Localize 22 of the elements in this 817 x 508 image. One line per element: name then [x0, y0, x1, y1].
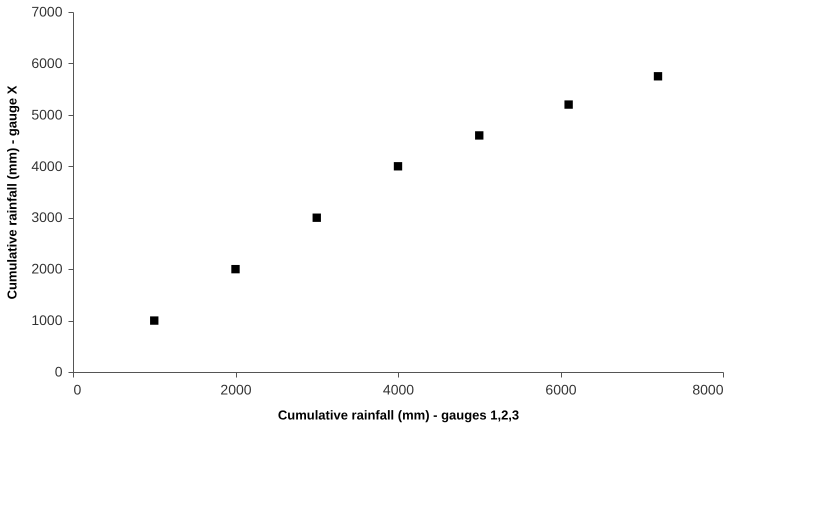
point: [394, 162, 402, 170]
point: [564, 100, 573, 109]
y-axis-title: Cumulative rainfall (mm) - gauge X: [4, 85, 20, 300]
x-axis-title: Cumulative rainfall (mm) - gauges 1,2,3: [278, 408, 520, 422]
y-tick-label: 6000: [31, 54, 63, 71]
x-tick-label: 6000: [545, 382, 577, 398]
y-tick-label: 7000: [31, 4, 63, 20]
y-tick-label: 1000: [31, 312, 63, 328]
y-tick-label: 3000: [31, 209, 63, 226]
y-tick-label: 5000: [31, 106, 63, 122]
point: [475, 131, 484, 140]
point: [231, 264, 240, 274]
point: [654, 72, 662, 80]
point: [312, 214, 321, 222]
x-tick-label: 0: [74, 382, 82, 398]
point: [150, 316, 158, 325]
x-tick-label: 8000: [692, 382, 724, 398]
y-tick-label: 2000: [31, 260, 63, 277]
y-tick-label: 4000: [31, 158, 63, 174]
x-tick-label: 2000: [220, 382, 252, 398]
x-tick-label: 4000: [382, 382, 414, 398]
y-tick-label: 0: [54, 364, 63, 380]
